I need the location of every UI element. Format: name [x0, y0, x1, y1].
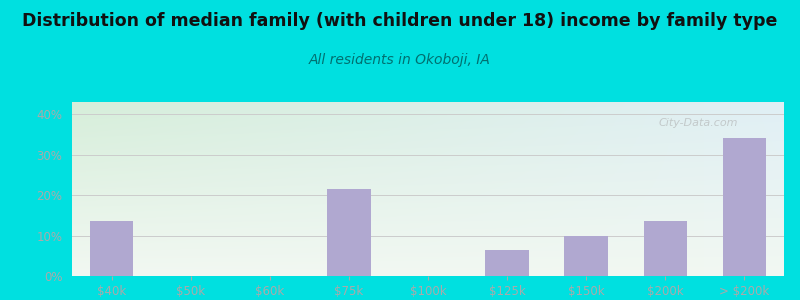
Bar [565, 236, 608, 276]
Text: Distribution of median family (with children under 18) income by family type: Distribution of median family (with chil… [22, 12, 778, 30]
Bar [486, 250, 529, 276]
Text: All residents in Okoboji, IA: All residents in Okoboji, IA [309, 53, 491, 67]
Bar [327, 189, 370, 276]
Bar [722, 138, 766, 276]
Bar [90, 221, 134, 276]
Bar [643, 221, 687, 276]
Text: City-Data.com: City-Data.com [659, 118, 738, 128]
